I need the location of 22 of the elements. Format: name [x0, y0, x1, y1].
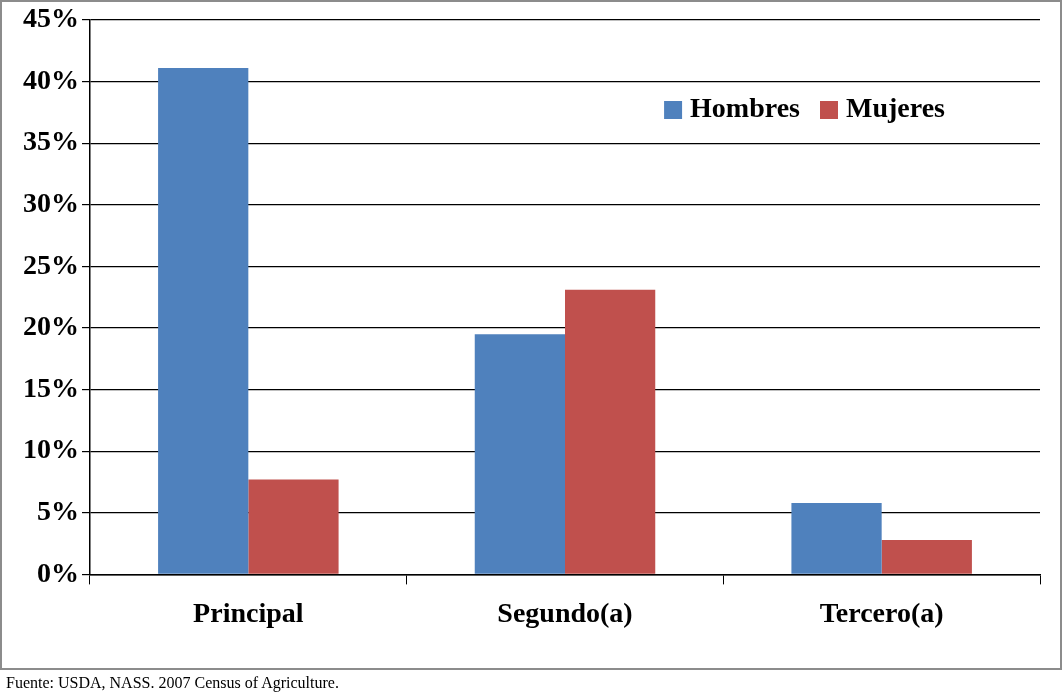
y-tick-label: 40%: [23, 63, 79, 95]
y-tick-label: 15%: [23, 371, 79, 403]
x-tick-label: Tercero(a): [819, 597, 944, 629]
bar: [881, 539, 972, 574]
bar: [565, 289, 656, 574]
source-note: Fuente: USDA, NASS. 2007 Census of Agriculture.: [6, 674, 339, 692]
y-tick-label: 5%: [37, 495, 79, 527]
y-tick-label: 20%: [23, 310, 79, 342]
bar: [791, 502, 882, 574]
bar: [158, 68, 249, 574]
y-tick-label: 30%: [23, 187, 79, 219]
x-tick-label: Segundo(a): [497, 597, 633, 629]
bar: [474, 334, 565, 574]
y-tick-label: 0%: [37, 556, 79, 588]
y-tick-label: 10%: [23, 433, 79, 465]
y-tick-label: 35%: [23, 125, 79, 157]
y-tick-label: 25%: [23, 248, 79, 280]
y-tick-label: 45%: [23, 2, 79, 34]
legend-label: Hombres: [690, 92, 801, 124]
bar: [248, 479, 339, 574]
x-tick-label: Principal: [193, 597, 304, 629]
legend-label: Mujeres: [846, 92, 946, 124]
